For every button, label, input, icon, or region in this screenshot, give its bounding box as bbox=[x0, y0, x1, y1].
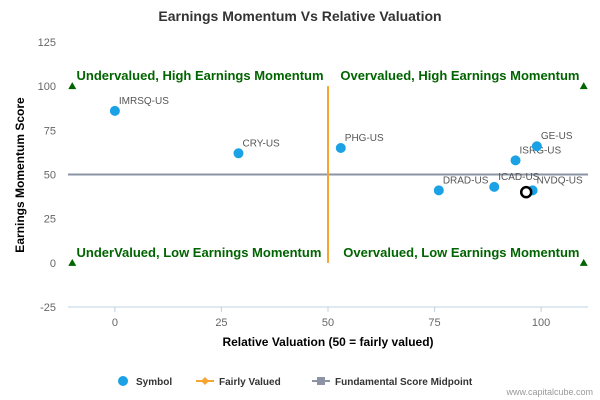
corner-marker-icon bbox=[68, 82, 77, 90]
data-point bbox=[531, 141, 542, 152]
x-tick-label: 25 bbox=[215, 317, 227, 329]
highlighted-point bbox=[519, 185, 533, 199]
corner-marker-icon bbox=[68, 258, 77, 266]
highlighted-point-marker bbox=[519, 185, 533, 199]
data-point bbox=[433, 185, 444, 196]
data-point bbox=[489, 181, 500, 192]
data-point-label: PHG-US bbox=[345, 133, 384, 144]
y-tick-label: 50 bbox=[44, 170, 56, 182]
chart-title: Earnings Momentum Vs Relative Valuation bbox=[158, 8, 441, 24]
x-tick-label: 0 bbox=[112, 317, 118, 329]
y-tick-label: 125 bbox=[38, 37, 56, 49]
data-point bbox=[109, 105, 120, 116]
data-point bbox=[233, 148, 244, 159]
legend-fairly-valued-icon bbox=[201, 377, 209, 385]
data-points: IMRSQ-US CRY-US PHG-US DRAD-US ICAD-US ISRG-U… bbox=[109, 96, 583, 196]
quadrant-labels: Undervalued, High Earnings Momentum Overv… bbox=[77, 68, 580, 260]
data-point-label: ICAD-US bbox=[498, 172, 539, 183]
legend: Symbol Fairly Valued Fundamental Score Mid… bbox=[118, 376, 473, 388]
data-point-label: GE-US bbox=[541, 131, 573, 142]
legend-symbol-label: Symbol bbox=[136, 377, 172, 388]
quadrant-label: Overvalued, Low Earnings Momentum bbox=[343, 245, 579, 260]
data-point-label: DRAD-US bbox=[443, 175, 489, 186]
legend-symbol-icon bbox=[118, 376, 128, 386]
x-axis-ticks: 0 25 50 75 100 bbox=[112, 307, 550, 329]
data-point-label: NVDQ-US bbox=[537, 175, 583, 186]
data-point bbox=[510, 155, 521, 166]
corner-markers bbox=[68, 82, 588, 266]
y-tick-label: 75 bbox=[44, 125, 56, 137]
x-tick-label: 50 bbox=[322, 317, 334, 329]
y-tick-label: 100 bbox=[38, 81, 56, 93]
x-axis-title: Relative Valuation (50 = fairly valued) bbox=[222, 335, 433, 349]
data-point-label: CRY-US bbox=[242, 138, 280, 149]
credit-text: www.capitalcube.com bbox=[505, 387, 593, 397]
y-tick-label: -25 bbox=[40, 302, 56, 314]
legend-midpoint-label: Fundamental Score Midpoint bbox=[335, 377, 473, 388]
data-point bbox=[335, 143, 346, 153]
y-tick-label: 25 bbox=[44, 214, 56, 226]
legend-fairly-valued-label: Fairly Valued bbox=[219, 377, 281, 388]
x-tick-label: 100 bbox=[532, 317, 550, 329]
quadrant-label: Overvalued, High Earnings Momentum bbox=[340, 68, 579, 83]
y-tick-label: 0 bbox=[50, 258, 56, 270]
corner-marker-icon bbox=[579, 258, 588, 266]
x-tick-label: 75 bbox=[428, 317, 440, 329]
data-point-label: IMRSQ-US bbox=[119, 96, 169, 107]
data-point-label: ISRG-US bbox=[520, 145, 562, 156]
y-axis-title: Earnings Momentum Score bbox=[13, 97, 27, 253]
y-axis-ticks: 125 100 75 50 25 0 -25 bbox=[38, 37, 56, 314]
legend-midpoint-icon bbox=[317, 377, 325, 385]
quadrant-label: Undervalued, High Earnings Momentum bbox=[77, 68, 324, 83]
quadrant-label: UnderValued, Low Earnings Momentum bbox=[77, 245, 322, 260]
corner-marker-icon bbox=[579, 82, 588, 90]
